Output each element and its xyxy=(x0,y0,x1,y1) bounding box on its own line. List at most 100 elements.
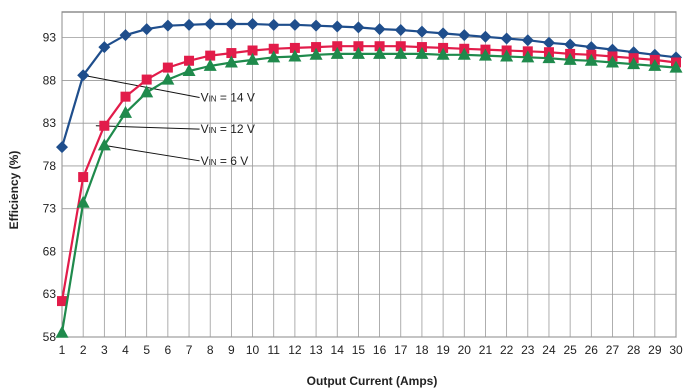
data-point-triangle xyxy=(584,53,598,66)
x-tick-label: 12 xyxy=(288,343,302,357)
data-point-square xyxy=(311,42,322,53)
data-point-triangle xyxy=(478,48,492,61)
y-tick-labels: 58 63 68 73 78 83 88 93 xyxy=(43,31,57,344)
data-point-diamond xyxy=(267,18,280,31)
x-tick-label: 4 xyxy=(122,343,129,357)
x-tick-label: 1 xyxy=(59,343,66,357)
x-tick-label: 8 xyxy=(207,343,214,357)
data-point-square xyxy=(226,48,237,59)
data-point-square xyxy=(395,41,406,52)
x-tick-label: 22 xyxy=(500,343,514,357)
series-annotation-label: VIN = 6 V xyxy=(201,154,249,168)
data-point-square xyxy=(57,296,67,307)
x-tick-label: 2 xyxy=(80,343,87,357)
data-point-triangle xyxy=(415,46,429,59)
data-point-triangle xyxy=(182,64,196,77)
data-point-square xyxy=(247,45,258,56)
data-point-triangle xyxy=(436,47,450,60)
data-point-diamond xyxy=(77,69,90,82)
x-tick-label: 20 xyxy=(458,343,472,357)
grid xyxy=(61,11,677,338)
x-tick-label: 6 xyxy=(165,343,172,357)
data-point-diamond xyxy=(521,34,534,47)
y-tick-label: 73 xyxy=(43,202,57,216)
data-point-diamond xyxy=(183,18,196,31)
series-line xyxy=(60,52,677,333)
data-point-diamond xyxy=(161,19,174,32)
data-point-triangle xyxy=(119,105,133,118)
x-tick-label: 23 xyxy=(521,343,535,357)
x-tick-label: 13 xyxy=(309,343,323,357)
data-point-triangle xyxy=(457,47,471,60)
data-point-diamond xyxy=(246,17,259,30)
series-group xyxy=(57,41,681,307)
data-point-diamond xyxy=(564,38,577,51)
x-tick-label: 14 xyxy=(331,343,345,357)
x-tick-label: 16 xyxy=(373,343,387,357)
data-point-triangle xyxy=(246,52,260,65)
x-tick-label: 17 xyxy=(394,343,408,357)
data-point-triangle xyxy=(500,49,514,62)
data-point-triangle xyxy=(521,50,535,63)
x-tick-label: 15 xyxy=(352,343,366,357)
data-point-square xyxy=(374,41,385,52)
data-point-square xyxy=(141,74,152,85)
annotation-leader xyxy=(95,125,200,130)
x-tick-label: 18 xyxy=(415,343,429,357)
x-tick-label: 28 xyxy=(627,343,641,357)
x-tick-label: 30 xyxy=(669,343,683,357)
data-point-diamond xyxy=(542,36,555,49)
data-point-triangle xyxy=(97,138,111,151)
x-tick-label: 26 xyxy=(585,343,599,357)
series-line xyxy=(60,45,677,302)
data-point-triangle xyxy=(563,52,577,65)
annotation-leader xyxy=(83,74,200,99)
data-point-square xyxy=(184,55,195,66)
data-point-triangle xyxy=(542,51,556,64)
data-point-diamond xyxy=(479,30,492,43)
series-line xyxy=(60,22,677,148)
data-point-square xyxy=(205,50,216,61)
data-point-triangle xyxy=(669,60,683,73)
series-annotation-label: VIN = 12 V xyxy=(201,122,255,136)
data-point-diamond xyxy=(331,20,344,33)
data-point-diamond xyxy=(288,18,301,31)
x-tick-label: 25 xyxy=(563,343,577,357)
data-point-diamond xyxy=(119,29,132,42)
data-point-triangle xyxy=(309,47,323,60)
data-point-triangle xyxy=(330,46,344,59)
data-point-square xyxy=(99,120,110,131)
data-point-diamond xyxy=(56,141,68,154)
annotation-leader xyxy=(104,144,200,162)
data-point-diamond xyxy=(310,19,323,32)
data-point-square xyxy=(353,41,364,52)
data-point-triangle xyxy=(288,49,302,62)
x-tick-label: 19 xyxy=(436,343,450,357)
data-point-triangle xyxy=(351,46,365,59)
data-point-triangle xyxy=(203,58,217,71)
data-point-diamond xyxy=(437,27,450,40)
x-tick-label: 5 xyxy=(143,343,150,357)
x-axis-label: Output Current (Amps) xyxy=(307,374,438,388)
data-point-square xyxy=(120,91,131,102)
x-tick-label: 11 xyxy=(267,343,280,357)
x-tick-label: 10 xyxy=(246,343,260,357)
x-tick-label: 24 xyxy=(542,343,556,357)
x-tick-label: 21 xyxy=(479,343,493,357)
annotation-labels: VIN = 14 V VIN = 12 V VIN = 6 V xyxy=(201,91,255,168)
series-group xyxy=(56,17,682,154)
data-point-triangle xyxy=(55,325,69,338)
x-tick-label: 3 xyxy=(101,343,108,357)
data-point-triangle xyxy=(140,85,154,98)
y-tick-label: 78 xyxy=(43,159,57,173)
data-point-diamond xyxy=(352,21,365,34)
data-point-triangle xyxy=(394,46,408,59)
x-tick-label: 27 xyxy=(606,343,620,357)
data-point-square xyxy=(289,42,300,53)
data-point-triangle xyxy=(648,58,662,71)
annotation-leaders xyxy=(83,74,200,162)
data-point-triangle xyxy=(605,55,619,68)
data-point-diamond xyxy=(373,23,386,36)
data-point-square xyxy=(162,62,173,73)
x-tick-label: 7 xyxy=(186,343,193,357)
